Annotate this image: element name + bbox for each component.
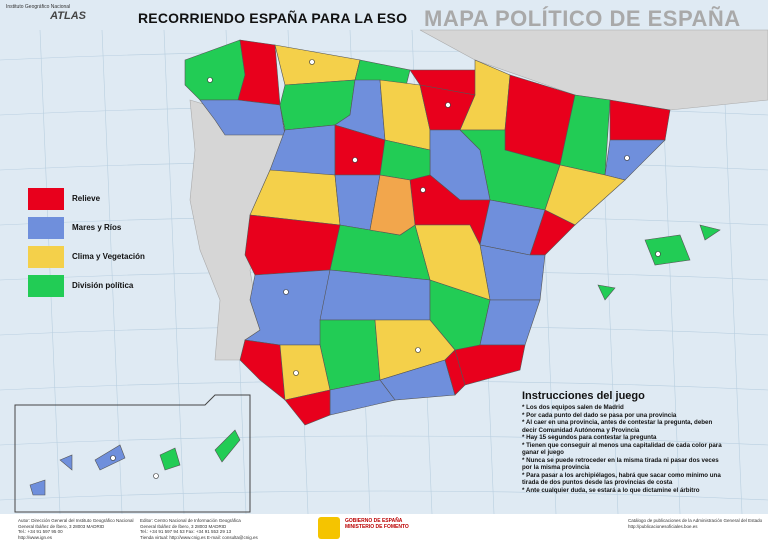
legend-item: Mares y Ríos xyxy=(28,213,145,242)
legend-label: Clima y Vegetación xyxy=(72,252,145,261)
instruction-item: * Ante cualquier duda, se estará a lo qu… xyxy=(522,486,700,494)
logo-small: Instituto Geográfico Nacional xyxy=(6,4,71,10)
legend-item: Relieve xyxy=(28,184,145,213)
province xyxy=(699,224,721,241)
instruction-item: * Nunca se puede retroceder en la misma … xyxy=(522,456,719,472)
footer-government: GOBIERNO DE ESPAÑA MINISTERIO DE FOMENTO xyxy=(345,518,409,530)
province xyxy=(319,319,381,391)
logo-brand: ATLAS xyxy=(50,10,86,22)
footer-editor-line: Tel.: +34 91 597 94 53 Fax: +34 91 553 2… xyxy=(140,529,232,534)
legend-swatch xyxy=(28,187,64,210)
legend-swatch xyxy=(28,245,64,268)
footer-catalog-line: Catálogo de publicaciones de la Administ… xyxy=(628,518,763,523)
capital-marker xyxy=(309,59,315,65)
legend-label: División política xyxy=(72,281,134,290)
crest-icon xyxy=(318,517,340,539)
footer-catalog: Catálogo de publicaciones de la Administ… xyxy=(628,518,762,529)
province xyxy=(29,479,46,496)
province xyxy=(284,389,331,426)
capital-marker xyxy=(445,102,451,108)
title: RECORRIENDO ESPAÑA PARA LA ESO xyxy=(138,10,408,26)
parallel xyxy=(0,490,768,501)
instruction-item: * Para pasar a los archipiélagos, habrá … xyxy=(522,471,721,487)
footer-author: Autor: Dirección General del Instituto G… xyxy=(18,518,134,540)
province xyxy=(244,269,331,346)
footer-author-line: General Ibáñez de Íbero, 3 28003 MADRID xyxy=(18,523,105,529)
legend-swatch xyxy=(28,274,64,297)
capital-marker xyxy=(153,473,159,479)
instruction-item: * Hay 15 segundos para contestar la preg… xyxy=(522,434,657,441)
legend: Relieve Mares y Ríos Clima y Vegetación Div… xyxy=(28,184,145,300)
capital-marker xyxy=(420,187,426,193)
instructions: Instrucciones del juego * Los dos equipo… xyxy=(522,390,722,494)
capital-marker xyxy=(207,77,213,83)
instruction-item: * Tienen que conseguir al menos una capi… xyxy=(522,441,722,457)
meridian xyxy=(39,29,61,515)
province xyxy=(444,349,466,396)
parallel xyxy=(0,435,768,446)
province xyxy=(94,444,126,471)
province xyxy=(597,284,616,301)
capital-marker xyxy=(624,155,630,161)
legend-label: Mares y Ríos xyxy=(72,223,122,232)
instruction-item: * Al caer en una provincia, antes de con… xyxy=(522,419,713,434)
province xyxy=(214,429,241,463)
capital-marker xyxy=(110,455,116,461)
province xyxy=(644,234,691,266)
footer-government-line: GOBIERNO DE ESPAÑA xyxy=(345,518,403,524)
footer-editor: Editor: Centro Nacional de Información G… xyxy=(140,518,258,540)
province-madrid xyxy=(369,174,416,236)
capital-marker xyxy=(293,370,299,376)
footer-author-line: Autor: Dirección General del Instituto G… xyxy=(18,518,134,523)
capital-marker xyxy=(352,157,358,163)
instruction-item: * Los dos equipos salen de Madrid xyxy=(522,404,624,411)
legend-swatch xyxy=(28,216,64,239)
province xyxy=(59,454,73,471)
canaries-inset-frame xyxy=(14,394,251,513)
legend-item: División política xyxy=(28,271,145,300)
provinces xyxy=(29,39,721,496)
meridian xyxy=(163,29,185,515)
province xyxy=(454,344,526,386)
footer-author-line: http://www.ign.es xyxy=(18,534,53,540)
capital-marker xyxy=(415,347,421,353)
subtitle: MAPA POLÍTICO DE ESPAÑA xyxy=(424,6,741,31)
logo: Instituto Geográfico Nacional ATLAS xyxy=(6,4,86,22)
footer: Autor: Dirección General del Instituto G… xyxy=(0,514,768,543)
footer-editor-line: Tienda virtual: http://www.cnig.es E-mai… xyxy=(140,534,258,540)
footer-catalog-line: http://publicacionesoficiales.boe.es xyxy=(628,523,698,529)
province xyxy=(239,339,286,401)
legend-label: Relieve xyxy=(72,194,101,203)
capital-marker xyxy=(283,289,289,295)
footer-editor-line: General Ibáñez de Íbero, 3 28003 MADRID xyxy=(140,523,227,529)
legend-item: Clima y Vegetación xyxy=(28,242,145,271)
footer-author-line: Tel.: +34 91 597 95 00 xyxy=(18,529,63,534)
capital-marker xyxy=(655,251,661,257)
province xyxy=(244,214,341,276)
instruction-item: * Por cada punto del dado se pasa por un… xyxy=(522,411,677,419)
footer-government-line: MINISTERIO DE FOMENTO xyxy=(345,524,409,530)
province xyxy=(159,447,181,471)
footer-editor-line: Editor: Centro Nacional de Información G… xyxy=(140,518,241,523)
instructions-title: Instrucciones del juego xyxy=(522,390,645,402)
